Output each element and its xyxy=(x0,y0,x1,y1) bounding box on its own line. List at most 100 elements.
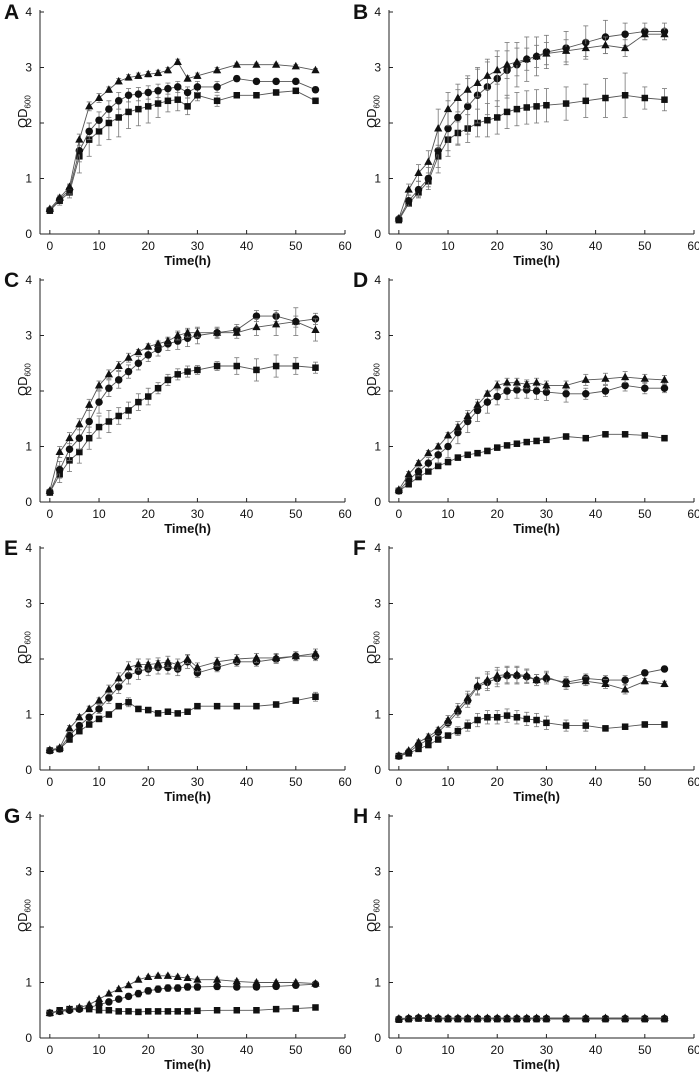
x-tick-label: 10 xyxy=(441,507,455,521)
data-point-square xyxy=(503,712,511,719)
data-point-square xyxy=(154,1008,162,1015)
series-line xyxy=(49,61,316,210)
series-line xyxy=(398,668,665,757)
x-tick-label: 0 xyxy=(395,239,402,253)
data-point-circle xyxy=(124,992,133,1001)
series-line xyxy=(398,30,665,220)
series-circle xyxy=(46,74,320,214)
data-point-circle xyxy=(173,83,182,91)
data-point-circle xyxy=(105,105,113,113)
data-point-circle xyxy=(105,384,113,392)
data-point-triangle xyxy=(414,737,423,746)
x-tick-label: 40 xyxy=(589,239,603,253)
data-point-triangle xyxy=(463,85,472,93)
data-point-triangle xyxy=(561,46,571,54)
data-point-triangle xyxy=(542,672,551,680)
data-point-triangle xyxy=(232,976,241,985)
series-line xyxy=(398,376,665,491)
data-point-triangle xyxy=(453,93,462,102)
data-point-square xyxy=(292,87,300,95)
data-point-triangle xyxy=(212,657,222,665)
data-point-square xyxy=(272,701,280,708)
data-point-circle xyxy=(144,987,152,995)
data-point-triangle xyxy=(512,670,522,678)
data-point-circle xyxy=(65,731,74,740)
x-axis-label: Time(h) xyxy=(164,253,211,268)
data-point-circle xyxy=(311,85,320,94)
data-point-triangle xyxy=(581,43,590,52)
y-tick-label: 0 xyxy=(25,763,32,777)
data-point-circle xyxy=(532,387,541,395)
data-point-triangle xyxy=(473,400,482,408)
data-point-triangle xyxy=(581,676,590,685)
data-point-square xyxy=(312,364,319,371)
data-point-circle xyxy=(85,127,93,136)
data-point-square xyxy=(76,727,83,735)
x-tick-label: 0 xyxy=(46,239,53,253)
data-point-circle xyxy=(424,174,433,183)
data-point-circle xyxy=(641,384,649,392)
data-point-square xyxy=(115,412,122,420)
series-line xyxy=(398,1017,665,1020)
data-point-triangle xyxy=(601,40,610,49)
data-point-square xyxy=(154,384,162,392)
data-point-triangle xyxy=(424,732,433,740)
x-tick-label: 20 xyxy=(491,239,505,253)
x-tick-label: 0 xyxy=(395,775,402,789)
y-tick-label: 4 xyxy=(374,273,381,287)
data-point-circle xyxy=(193,983,202,991)
data-point-triangle xyxy=(252,978,261,986)
data-point-triangle xyxy=(163,65,173,74)
data-point-square xyxy=(444,458,452,466)
data-point-square xyxy=(144,103,152,110)
y-tick-label: 0 xyxy=(374,763,381,777)
data-point-square xyxy=(164,97,172,105)
x-tick-label: 40 xyxy=(589,507,603,521)
data-point-circle xyxy=(114,376,123,384)
y-tick-label: 0 xyxy=(25,495,32,509)
x-tick-label: 20 xyxy=(142,1043,156,1057)
series-square xyxy=(46,691,319,754)
x-tick-label: 30 xyxy=(540,507,554,521)
data-point-triangle xyxy=(493,65,502,74)
data-point-square xyxy=(213,702,221,710)
series-circle xyxy=(395,665,669,760)
series-line xyxy=(398,674,665,757)
data-point-triangle xyxy=(453,422,462,431)
series-line xyxy=(398,715,665,757)
data-point-triangle xyxy=(660,29,669,38)
data-point-square xyxy=(164,376,172,384)
data-point-triangle xyxy=(252,322,261,331)
data-point-square xyxy=(602,431,609,438)
data-point-square xyxy=(513,105,521,113)
data-point-square xyxy=(484,116,491,124)
data-point-triangle xyxy=(394,1014,403,1022)
series-triangle xyxy=(45,971,320,1017)
data-point-square xyxy=(174,371,181,378)
data-point-triangle xyxy=(75,135,84,143)
data-point-triangle xyxy=(272,978,281,986)
data-point-triangle xyxy=(561,1013,571,1022)
data-point-square xyxy=(154,100,162,107)
y-tick-label: 1 xyxy=(25,172,32,186)
data-point-triangle xyxy=(394,213,403,222)
x-tick-label: 50 xyxy=(638,1043,652,1057)
data-point-circle xyxy=(213,663,221,672)
data-point-triangle xyxy=(473,681,482,689)
data-point-square xyxy=(144,706,152,714)
data-point-triangle xyxy=(434,1013,443,1022)
data-point-square xyxy=(661,721,668,728)
data-point-circle xyxy=(75,434,84,442)
x-tick-label: 30 xyxy=(191,775,205,789)
data-point-square xyxy=(125,108,132,116)
x-tick-label: 60 xyxy=(687,239,699,253)
data-point-triangle xyxy=(55,743,64,751)
data-point-circle xyxy=(144,351,152,359)
data-point-circle xyxy=(134,667,143,675)
x-tick-label: 40 xyxy=(240,775,254,789)
data-point-square xyxy=(272,1005,280,1013)
data-point-triangle xyxy=(134,347,143,356)
data-point-circle xyxy=(124,367,133,376)
